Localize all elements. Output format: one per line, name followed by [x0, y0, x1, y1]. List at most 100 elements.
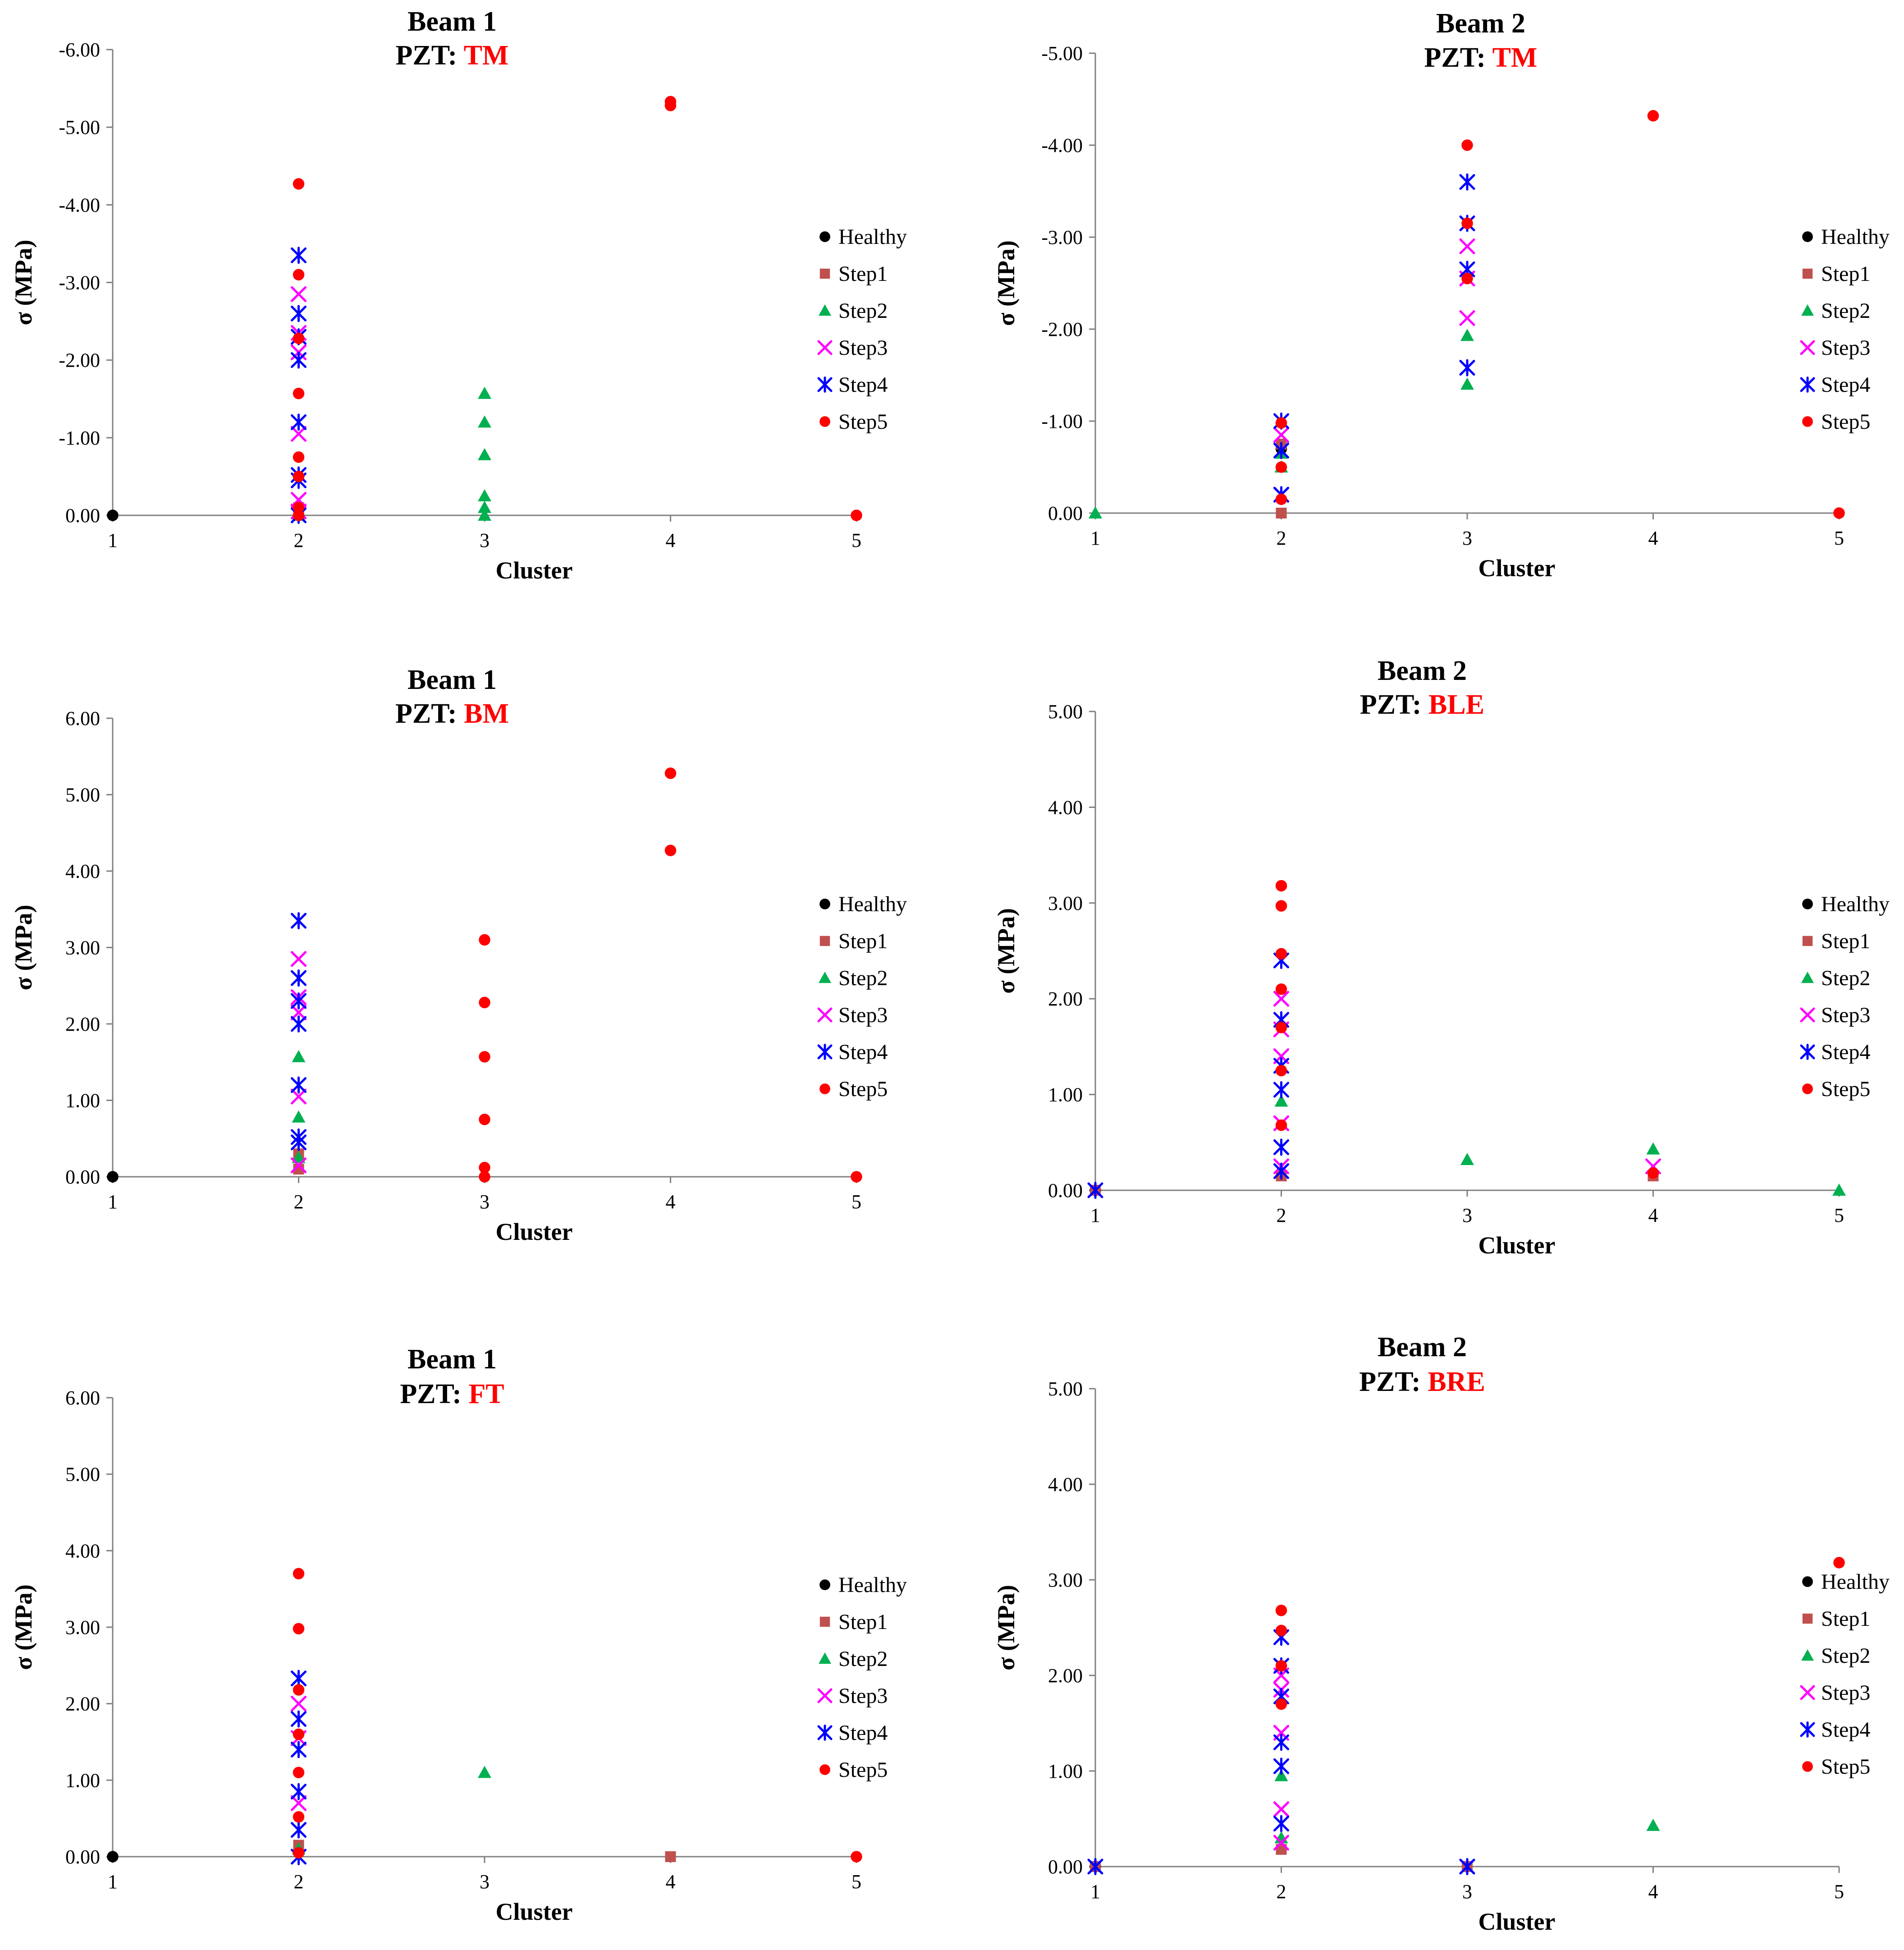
legend-label-step4: Step4 [838, 373, 888, 397]
data-point-step3 [291, 286, 307, 302]
data-point-step4 [1273, 1734, 1289, 1751]
data-point-step5 [293, 332, 305, 344]
chart-title-pzt-prefix: PZT: [1360, 689, 1428, 720]
chart-title-beam: Beam 1 [407, 1344, 497, 1375]
data-point-step2 [478, 489, 491, 501]
y-tick-label: 0.00 [65, 1166, 100, 1188]
y-tick-label: 2.00 [65, 1013, 100, 1035]
legend-label-step1: Step1 [838, 1610, 888, 1634]
data-point-step5 [851, 509, 862, 521]
legend-label-step1: Step1 [1821, 1607, 1870, 1631]
legend-label-step2: Step2 [838, 299, 888, 323]
data-point-step5 [293, 1766, 305, 1779]
x-tick-label: 4 [1648, 1204, 1658, 1226]
legend-marker-step1 [819, 936, 830, 946]
y-tick-label: 1.00 [1048, 1084, 1083, 1106]
marker-stroke [291, 1696, 307, 1712]
data-point-step2 [1460, 377, 1474, 390]
y-tick-label: 3.00 [1048, 1569, 1083, 1591]
chart-title-pzt-name: BM [464, 698, 509, 729]
data-point-step5 [1275, 1605, 1287, 1616]
x-axis-label: Cluster [496, 557, 573, 584]
legend: Healthy Step1 Step2 Step3 Step4 Step5 [817, 892, 907, 1101]
data-point-step5 [1275, 1660, 1287, 1672]
data-point-step2 [1274, 1094, 1288, 1107]
chart-title-pzt-prefix: PZT: [395, 698, 464, 729]
x-tick-label: 4 [666, 1871, 676, 1893]
data-point-step3 [1459, 310, 1475, 326]
legend-marker-step3 [817, 1688, 833, 1703]
legend-label-step3: Step3 [1821, 1003, 1870, 1027]
data-point-step2 [292, 1151, 306, 1163]
x-tick-label: 3 [480, 1191, 490, 1213]
data-point-step2 [1274, 1769, 1288, 1781]
data-point-step5 [1275, 1064, 1287, 1077]
legend-marker-healthy [1802, 1576, 1813, 1587]
legend-marker-healthy [819, 231, 830, 242]
legend-marker-step1 [1802, 1613, 1813, 1624]
legend-label-step3: Step3 [838, 1684, 888, 1708]
chart-title-pzt-name: FT [468, 1379, 504, 1409]
y-tick-label: 4.00 [65, 860, 100, 882]
data-point-step5 [293, 1684, 305, 1696]
data-point-step2 [1646, 1142, 1660, 1155]
data-point-step4 [291, 912, 307, 930]
chart-title-pzt-prefix: PZT: [1359, 1367, 1428, 1397]
legend-label-step3: Step3 [1821, 1681, 1870, 1705]
data-point-step3 [1273, 1801, 1289, 1817]
data-point-step2 [292, 1110, 306, 1123]
data-point-step4 [291, 1015, 307, 1032]
marker-stroke [291, 1088, 307, 1105]
legend-marker-step4 [817, 376, 833, 393]
legend-label-step4: Step4 [838, 1040, 888, 1064]
data-point-step2 [1089, 506, 1102, 518]
legend-label-step4: Step4 [1821, 1718, 1870, 1742]
data-point-step5 [1275, 1119, 1287, 1131]
data-point-step3 [1273, 1835, 1289, 1851]
legend-marker-step5 [819, 1083, 830, 1094]
data-point-step2 [292, 1050, 306, 1062]
data-point-step4 [291, 1076, 307, 1094]
series-healthy [107, 509, 119, 521]
series-step4 [291, 912, 307, 1151]
y-tick-label: -2.00 [59, 349, 100, 372]
marker-stroke [291, 426, 307, 442]
y-axis-label: σ (MPa) [993, 240, 1020, 326]
chart-title-pzt-prefix: PZT: [1424, 42, 1492, 73]
series-healthy [107, 1171, 119, 1183]
data-point-step5 [479, 934, 490, 946]
data-point-step2 [478, 448, 491, 460]
data-point-step5 [293, 451, 305, 463]
y-tick-label: 3.00 [1048, 892, 1083, 914]
legend-marker-healthy [1802, 231, 1813, 242]
data-point-step2 [478, 500, 491, 513]
legend-marker-step5 [1802, 1761, 1813, 1772]
x-tick-label: 2 [1277, 1881, 1286, 1903]
marker-stroke [817, 1688, 833, 1703]
series-step2 [292, 1766, 491, 1855]
y-tick-label: 6.00 [65, 1387, 100, 1409]
chart-title-beam: Beam 1 [407, 665, 497, 695]
marker-stroke [291, 1005, 307, 1021]
x-axis-label: Cluster [1478, 1232, 1556, 1259]
series-step2 [292, 386, 491, 521]
data-point-step2 [1646, 1818, 1660, 1831]
marker-stroke [291, 1157, 307, 1174]
marker-stroke [291, 286, 307, 302]
x-tick-label: 5 [851, 1871, 861, 1893]
data-point-step4 [291, 305, 307, 322]
legend-label-step1: Step1 [1821, 262, 1870, 286]
marker-stroke [1273, 427, 1289, 443]
data-point-step5 [293, 1811, 305, 1823]
x-axis-label: Cluster [1478, 1908, 1556, 1935]
x-axis-label: Cluster [496, 1898, 573, 1925]
legend-marker-step3 [817, 340, 833, 355]
legend-label-step1: Step1 [838, 262, 888, 286]
legend: Healthy Step1 Step2 Step3 Step4 Step5 [817, 1573, 907, 1782]
legend-marker-step1 [1802, 936, 1813, 946]
y-tick-label: -6.00 [59, 39, 100, 61]
y-axis-label: σ (MPa) [10, 905, 37, 991]
